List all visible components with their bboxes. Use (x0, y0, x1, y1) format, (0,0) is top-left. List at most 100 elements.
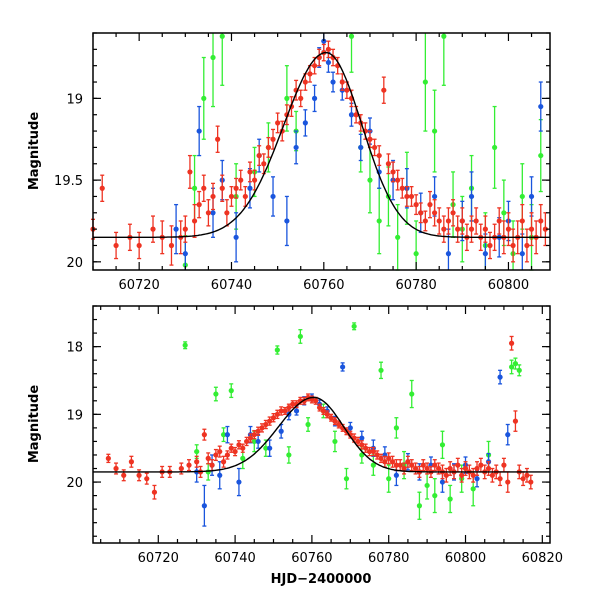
data-point (497, 471, 503, 487)
data-point (416, 491, 423, 520)
data-point (247, 161, 253, 183)
data-point (508, 359, 515, 375)
data-point (519, 203, 525, 238)
data-point (445, 207, 452, 235)
data-point (265, 136, 272, 158)
data-point (151, 484, 158, 500)
data-point (441, 33, 447, 86)
data-point (497, 369, 503, 385)
data-point (275, 112, 281, 134)
y-tick-label: 19 (66, 408, 83, 423)
data-point (412, 462, 419, 475)
data-point (270, 176, 276, 217)
data-point (182, 215, 188, 243)
data-point (408, 185, 415, 207)
x-tick-label: 60800 (488, 278, 529, 293)
data-point (447, 461, 453, 476)
data-point (219, 33, 225, 86)
data-point (505, 423, 511, 446)
data-point (528, 212, 535, 247)
data-point (210, 182, 216, 211)
data-point (386, 464, 392, 493)
data-point (401, 462, 407, 475)
data-point (232, 446, 238, 457)
data-point (228, 185, 235, 207)
data-point (473, 207, 479, 235)
data-point (538, 203, 544, 238)
top-y-axis-title: Magnitude (27, 112, 42, 191)
data-point (420, 459, 426, 472)
data-point (510, 228, 516, 263)
data-point (376, 145, 382, 167)
data-point (441, 215, 447, 243)
data-point (213, 386, 219, 402)
data-point (432, 478, 438, 514)
data-point (447, 484, 453, 514)
data-point (427, 190, 433, 219)
x-tick-label: 60780 (395, 278, 436, 293)
data-point (389, 455, 396, 468)
data-point (386, 452, 392, 465)
data-point (528, 176, 535, 217)
data-point (150, 215, 156, 243)
data-point (339, 73, 345, 91)
data-point (418, 202, 424, 224)
data-point (524, 228, 530, 263)
data-point (284, 195, 290, 247)
data-point (371, 138, 378, 157)
data-point (228, 383, 234, 399)
data-point (236, 467, 242, 497)
data-point (244, 436, 250, 447)
data-point (431, 199, 438, 227)
data-point (343, 467, 350, 490)
data-point (496, 207, 502, 235)
data-point (113, 231, 119, 260)
data-point (374, 450, 380, 460)
data-point (205, 452, 211, 465)
data-point (409, 379, 415, 409)
data-point (376, 187, 382, 255)
data-point (233, 212, 239, 263)
data-point (470, 467, 476, 483)
top-axes: 60720 60740 60760 60780 60800 19 19.5 20 (54, 32, 550, 293)
data-point (247, 433, 254, 443)
data-point (205, 199, 212, 227)
top-plot-frame (92, 32, 551, 271)
data-point (431, 89, 438, 173)
data-point (194, 444, 200, 460)
bottom-panel: 60720 60740 60760 60780 60800 60820 18 19 20 Mag… (27, 305, 563, 587)
data-point (144, 472, 150, 485)
data-point (404, 185, 410, 207)
data-point (178, 462, 184, 475)
data-point (459, 467, 465, 483)
x-tick-label: 60760 (303, 278, 344, 293)
data-point (194, 455, 200, 468)
data-point (505, 212, 512, 247)
data-point (293, 130, 299, 165)
data-point (201, 484, 207, 527)
data-point (330, 48, 336, 67)
data-point (489, 467, 495, 483)
data-point (210, 33, 216, 108)
x-tick-label: 60820 (522, 551, 563, 566)
data-point (255, 434, 261, 449)
data-point (432, 459, 438, 472)
x-tick-label: 60780 (368, 551, 409, 566)
data-point (173, 203, 179, 255)
data-point (538, 81, 544, 132)
data-point (459, 207, 465, 235)
data-point (256, 145, 262, 167)
data-point (367, 130, 373, 149)
data-point (196, 105, 202, 157)
data-point (395, 169, 401, 191)
data-point (367, 146, 373, 214)
x-tick-label: 60760 (291, 551, 332, 566)
data-point (267, 416, 273, 426)
data-point (439, 430, 446, 460)
data-point (267, 439, 273, 457)
data-point (209, 459, 215, 472)
x-tick-label: 60720 (138, 551, 179, 566)
data-point (128, 455, 135, 468)
data-point (330, 71, 336, 93)
data-point (186, 459, 192, 472)
